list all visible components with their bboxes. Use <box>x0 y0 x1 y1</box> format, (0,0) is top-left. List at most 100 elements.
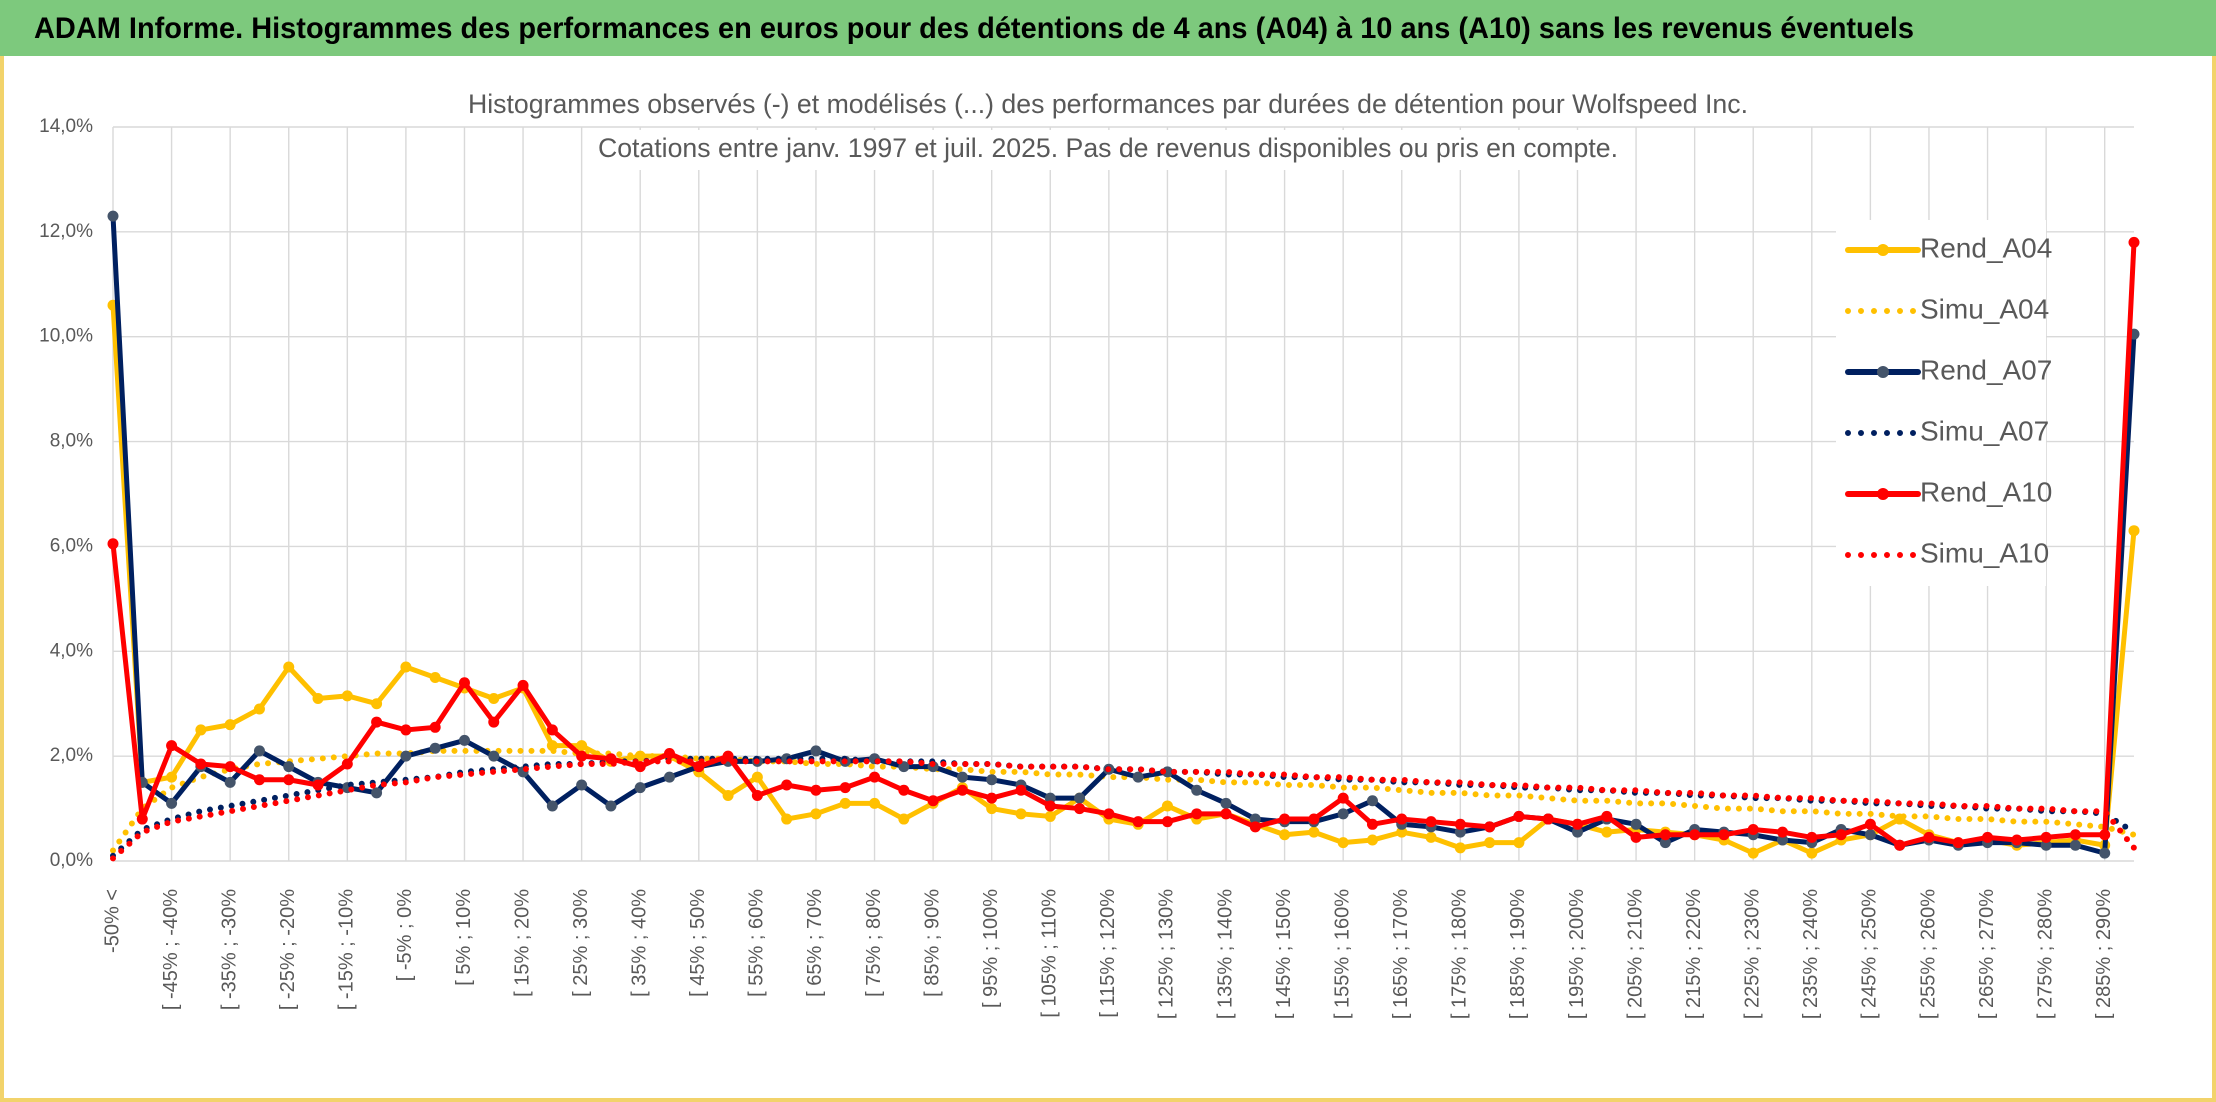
point <box>1777 834 1789 846</box>
point <box>1747 824 1759 836</box>
point <box>2099 829 2111 841</box>
x-tick-label: [ -5% ; 0% <box>394 889 416 981</box>
point <box>1952 837 1964 849</box>
point <box>1601 826 1613 838</box>
x-tick-label: [ 85% ; 90% <box>921 889 943 997</box>
point <box>2011 834 2023 846</box>
legend-label: Rend_A07 <box>1920 354 2052 385</box>
point <box>136 813 148 825</box>
x-tick-label: [ 135% ; 140% <box>1214 889 1236 1019</box>
point <box>400 724 412 736</box>
x-tick-label: [ 35% ; 40% <box>628 889 650 997</box>
y-tick-label: 10,0% <box>39 326 93 347</box>
point <box>1659 829 1671 841</box>
point <box>576 740 588 752</box>
point <box>1396 813 1408 825</box>
series-line <box>110 747 2137 854</box>
point <box>1396 826 1408 838</box>
point <box>810 784 822 796</box>
point <box>195 758 207 770</box>
point <box>986 803 998 815</box>
point <box>546 740 558 752</box>
point <box>810 808 822 820</box>
series-line <box>110 239 2137 848</box>
point <box>751 771 763 783</box>
point <box>722 750 734 762</box>
x-tick-label: [ 225% ; 230% <box>1742 889 1764 1019</box>
legend-label: Simu_A04 <box>1920 293 2049 324</box>
x-tick-label: [ 175% ; 180% <box>1449 889 1471 1019</box>
point <box>1864 829 1876 841</box>
point <box>400 661 412 673</box>
point <box>1220 797 1232 809</box>
point <box>429 742 441 754</box>
point <box>2069 839 2081 851</box>
point <box>166 771 178 783</box>
y-tick-label: 12,0% <box>39 221 93 242</box>
y-tick-label: 14,0% <box>39 116 93 137</box>
point <box>1191 784 1203 796</box>
point <box>2128 525 2140 537</box>
legend-marker <box>1877 366 1889 378</box>
point <box>1513 837 1525 849</box>
point <box>400 750 412 762</box>
point <box>1513 810 1525 822</box>
x-tick-label: [ 75% ; 80% <box>863 889 885 997</box>
point <box>2128 236 2140 248</box>
point <box>605 800 617 812</box>
point <box>1279 813 1291 825</box>
point <box>1249 821 1261 833</box>
x-tick-label: [ -25% ; -20% <box>277 889 299 1010</box>
point <box>312 692 324 704</box>
x-tick-label: [ 165% ; 170% <box>1390 889 1412 1019</box>
point <box>195 724 207 736</box>
point <box>898 784 910 796</box>
point <box>166 740 178 752</box>
point <box>1015 784 1027 796</box>
y-tick-label: 4,0% <box>50 640 93 661</box>
point <box>1718 829 1730 841</box>
point <box>283 774 295 786</box>
point <box>1806 831 1818 843</box>
point <box>312 779 324 791</box>
point <box>1425 816 1437 828</box>
point <box>253 774 265 786</box>
point <box>371 698 383 710</box>
point <box>1132 816 1144 828</box>
point <box>1103 808 1115 820</box>
point <box>488 716 500 728</box>
point <box>1894 839 1906 851</box>
point <box>107 210 119 222</box>
point <box>1923 831 1935 843</box>
point <box>1308 813 1320 825</box>
x-tick-label: [ 275% ; 280% <box>2034 889 2056 1019</box>
x-tick-label: [ 155% ; 160% <box>1331 889 1353 1019</box>
point <box>1747 847 1759 859</box>
point <box>1220 808 1232 820</box>
point <box>1366 818 1378 830</box>
point <box>1425 831 1437 843</box>
point <box>1571 818 1583 830</box>
chart-title: Histogrammes observés (-) et modélisés (… <box>468 89 1748 119</box>
point <box>2099 847 2111 859</box>
point <box>1835 829 1847 841</box>
point <box>1454 842 1466 854</box>
point <box>1191 808 1203 820</box>
point <box>1630 818 1642 830</box>
x-tick-label: [ 105% ; 110% <box>1039 889 1061 1018</box>
point <box>956 771 968 783</box>
x-tick-label: [ 265% ; 270% <box>1976 889 1998 1019</box>
x-tick-label: [ 215% ; 220% <box>1683 889 1705 1019</box>
point <box>1249 813 1261 825</box>
x-tick-label: [ 285% ; 290% <box>2093 889 2115 1019</box>
point <box>839 797 851 809</box>
x-tick-label: [ 245% ; 250% <box>1859 889 1881 1019</box>
point <box>283 661 295 673</box>
point <box>869 797 881 809</box>
point <box>517 679 529 691</box>
point <box>2040 831 2052 843</box>
point <box>371 716 383 728</box>
point <box>1161 800 1173 812</box>
title-bg <box>588 130 1628 170</box>
y-tick-label: 0,0% <box>50 850 93 871</box>
